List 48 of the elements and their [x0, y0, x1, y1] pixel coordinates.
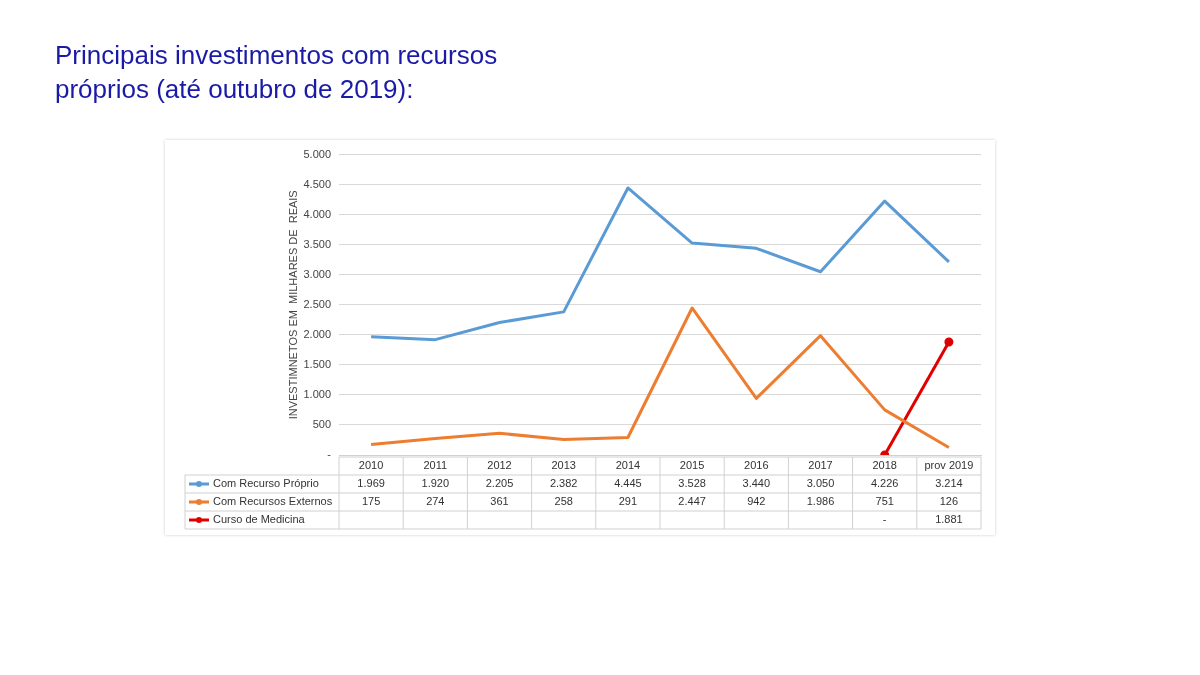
- x-tick-label: 2014: [615, 459, 641, 472]
- y-tick-label: 3.500: [303, 237, 331, 250]
- y-tick-label: 3.000: [303, 267, 331, 280]
- data-label: 4.226: [870, 477, 899, 490]
- data-label: 3.050: [806, 477, 835, 490]
- data-label: 3.440: [742, 477, 771, 490]
- data-label: 942: [747, 495, 766, 508]
- x-tick-label: 2018: [872, 459, 897, 472]
- data-label: 2.382: [549, 477, 578, 490]
- data-label: 4.445: [614, 477, 642, 490]
- legend-label: Com Recursos Externos: [213, 495, 333, 508]
- y-tick-label: 500: [312, 417, 331, 430]
- data-label: 2.205: [485, 477, 514, 490]
- x-tick-label: 2012: [487, 459, 512, 472]
- x-tick-label: 2015: [679, 459, 705, 472]
- data-label: 3.528: [678, 477, 706, 490]
- data-label: 1.969: [357, 477, 385, 490]
- x-tick-label: prov 2019: [924, 459, 974, 472]
- data-label: 1.986: [806, 495, 835, 508]
- data-label: 1.920: [421, 477, 450, 490]
- y-tick-label: 2.500: [303, 297, 331, 310]
- y-tick-label: 4.500: [303, 177, 331, 190]
- x-tick-label: 2017: [808, 459, 833, 472]
- y-tick-label: 4.000: [303, 207, 331, 220]
- data-label: 751: [875, 495, 894, 508]
- data-label: 126: [939, 495, 959, 508]
- data-label: 3.214: [935, 477, 963, 490]
- y-axis-title: INVESTIMNETOS EM MILHARES DE REAIS: [286, 190, 299, 420]
- data-label: 175: [361, 495, 381, 508]
- y-tick-label: 5.000: [303, 147, 331, 160]
- data-label: 274: [426, 495, 445, 508]
- y-tick-label: 2.000: [303, 327, 331, 340]
- data-label: 258: [554, 495, 573, 508]
- x-tick-label: 2016: [744, 459, 769, 472]
- x-tick-label: 2011: [423, 459, 448, 472]
- data-label: -: [882, 513, 887, 526]
- data-label: 361: [490, 495, 509, 508]
- x-tick-label: 2010: [358, 459, 384, 472]
- data-label: 1.881: [935, 513, 963, 526]
- legend-label: Com Recurso Próprio: [213, 477, 319, 490]
- chart-title: Principais investimentos com recursos próprios (até outubro de 2019):: [55, 39, 499, 106]
- y-tick-label: -: [327, 448, 332, 461]
- data-label: 2.447: [678, 495, 706, 508]
- x-tick-label: 2013: [551, 459, 576, 472]
- y-tick-label: 1.500: [303, 357, 331, 370]
- legend-label: Curso de Medicina: [213, 513, 306, 526]
- y-tick-label: 1.000: [303, 387, 331, 400]
- data-label: 291: [618, 495, 638, 508]
